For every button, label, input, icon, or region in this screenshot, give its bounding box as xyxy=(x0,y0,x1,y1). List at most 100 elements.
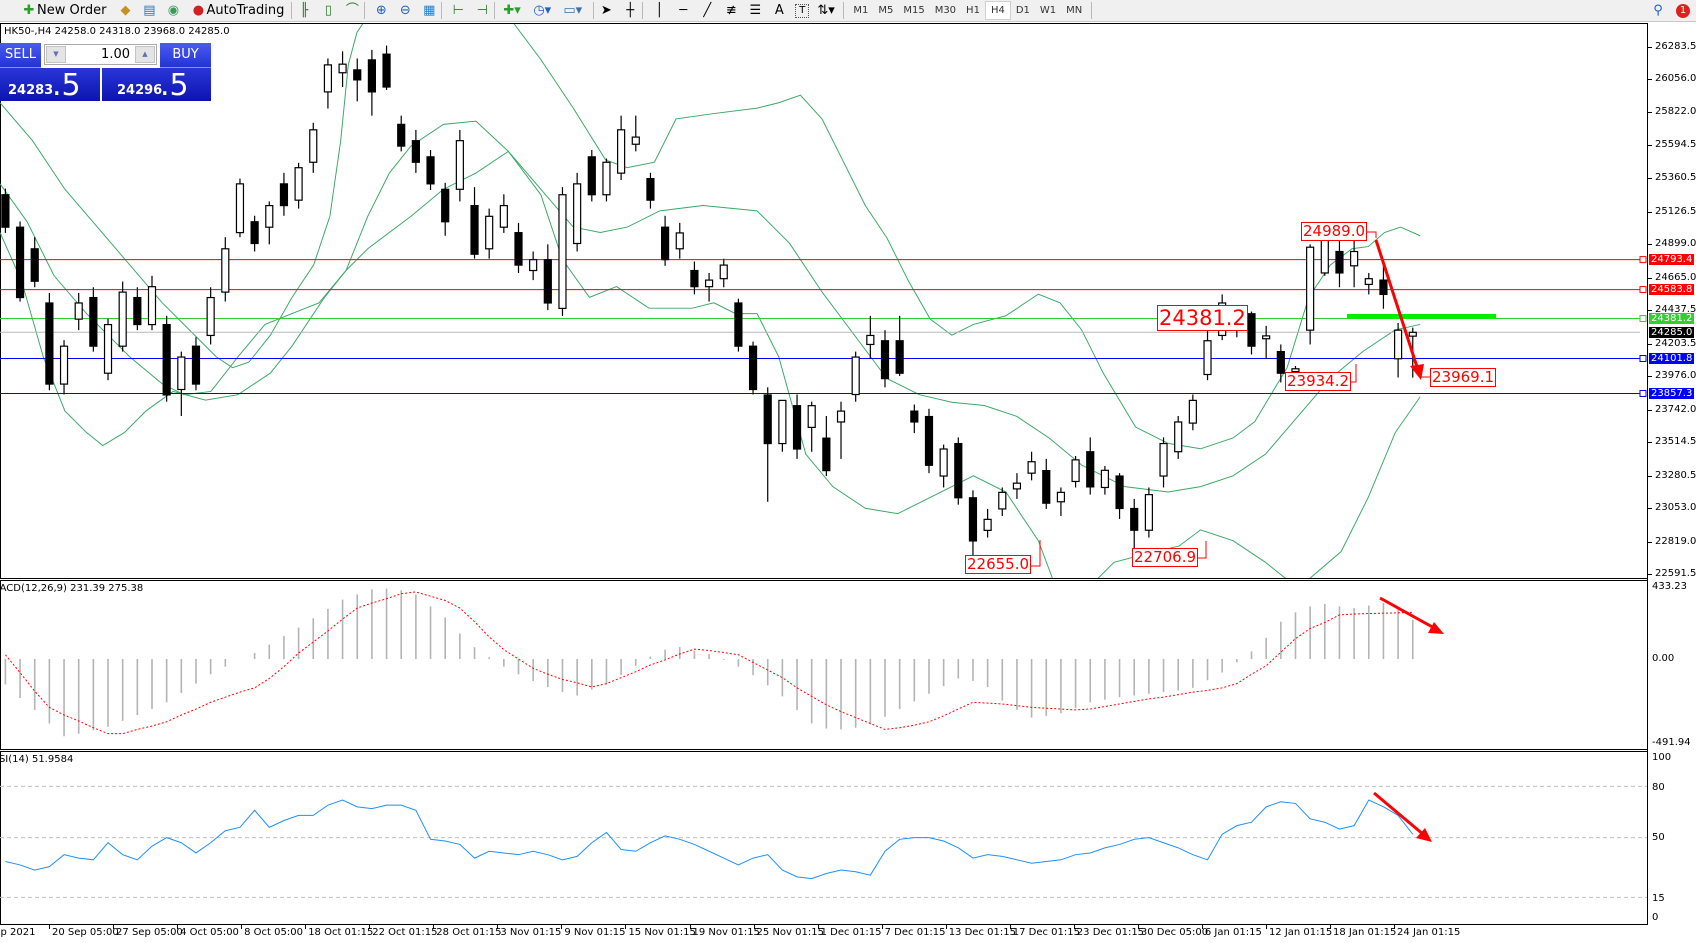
candle-bearish xyxy=(924,408,934,474)
timeframe-m5[interactable]: M5 xyxy=(878,5,894,16)
level-handle[interactable] xyxy=(1639,256,1647,264)
templates-icon[interactable]: ▭▾ xyxy=(563,2,583,18)
candle-bullish xyxy=(323,58,333,109)
candle-bullish xyxy=(265,201,274,245)
price-annotation-pivot[interactable]: 24381.2 xyxy=(1157,305,1248,331)
timeframe-d1[interactable]: D1 xyxy=(1015,5,1030,16)
periods-icon[interactable]: ◷▾ xyxy=(533,2,552,18)
rsi-chart[interactable] xyxy=(0,752,1647,924)
candle-bearish xyxy=(30,237,39,288)
signals-icon[interactable]: ◉ xyxy=(167,2,180,18)
candle-bearish xyxy=(748,341,758,395)
volume-increase-button[interactable]: ▲ xyxy=(135,46,155,63)
candle-body xyxy=(1335,250,1344,274)
candle-body xyxy=(543,259,552,304)
search-icon[interactable]: ⚲ xyxy=(1653,2,1663,18)
fibo-fan-icon[interactable]: ☰ xyxy=(749,2,762,18)
data-window-icon[interactable]: ▤ xyxy=(143,2,156,18)
chart-shift-icon[interactable]: ⊢ xyxy=(452,2,464,18)
candle-bearish xyxy=(133,287,142,331)
price-chart[interactable] xyxy=(0,24,1647,578)
candle-body xyxy=(1276,351,1285,374)
candle-bearish xyxy=(1115,473,1124,519)
price-axis-tick: 23976.0 xyxy=(1655,370,1696,382)
timeframe-m30[interactable]: M30 xyxy=(934,5,957,16)
rsi-axis-80: 80 xyxy=(1652,782,1665,793)
indicators-icon[interactable]: ✚▾ xyxy=(503,2,521,18)
timeframe-m1[interactable]: M1 xyxy=(853,5,869,16)
sell-button[interactable]: SELL xyxy=(0,43,41,68)
notification-icon[interactable]: 1 xyxy=(1676,3,1690,18)
text-icon[interactable]: A xyxy=(774,2,784,18)
new-order-button[interactable]: ✚ New Order xyxy=(18,1,109,20)
zoom-in-icon[interactable]: ⊕ xyxy=(375,2,387,18)
candle-body xyxy=(968,497,978,542)
time-axis-label: 23 Dec 01:15 xyxy=(1076,927,1145,938)
autoscroll-icon[interactable]: ⊣ xyxy=(476,2,488,18)
cursor-icon[interactable]: ➤ xyxy=(600,2,612,18)
zoom-out-icon[interactable]: ⊖ xyxy=(399,2,411,18)
volume-input[interactable]: 1.00 xyxy=(101,47,130,62)
candle-bullish xyxy=(1144,487,1153,538)
price-annotation-high[interactable]: 24989.0 xyxy=(1301,222,1368,241)
candle-bearish xyxy=(895,315,904,376)
candle-body xyxy=(74,302,83,320)
candle-bearish xyxy=(968,490,978,566)
timeframe-mn[interactable]: MN xyxy=(1066,5,1083,16)
volume-decrease-button[interactable]: ▼ xyxy=(46,46,66,63)
time-axis-label: Sep 2021 xyxy=(0,927,36,938)
price-annotation-swing-low[interactable]: 23934.2 xyxy=(1285,372,1352,391)
autotrading-button[interactable]: ● AutoTrading xyxy=(187,1,287,20)
price-axis[interactable] xyxy=(1647,23,1648,925)
buy-button[interactable]: BUY xyxy=(160,43,211,68)
candle-body xyxy=(1203,340,1212,376)
vertical-line-icon[interactable]: │ xyxy=(655,2,664,18)
text-label-icon[interactable]: T xyxy=(795,3,810,18)
candle-body xyxy=(1379,279,1388,296)
time-axis-tick xyxy=(113,925,115,929)
line-chart-icon[interactable]: ⌒ xyxy=(345,2,359,18)
level-handle[interactable] xyxy=(1639,389,1647,397)
time-axis-label: 8 Oct 05:00 xyxy=(244,927,303,938)
timeframe-h1[interactable]: H1 xyxy=(966,5,980,16)
timeframe-m15[interactable]: M15 xyxy=(903,5,925,16)
candle-bearish xyxy=(411,129,420,173)
candle-bearish xyxy=(690,261,699,295)
fibonacci-icon[interactable]: ≢ xyxy=(725,2,737,18)
price-annotation-current-low[interactable]: 23969.1 xyxy=(1430,368,1497,387)
candle-bullish xyxy=(1393,323,1403,378)
price-axis-tick-mark xyxy=(1648,277,1652,279)
candle-bearish xyxy=(353,58,362,102)
sell-price-button[interactable]: 24283 .5 xyxy=(0,68,100,103)
timeframe-w1[interactable]: W1 xyxy=(1039,5,1057,16)
candle-bearish xyxy=(514,222,523,273)
price-annotation-low-2[interactable]: 22706.9 xyxy=(1132,548,1199,567)
level-price-label: 24285.0 xyxy=(1649,326,1694,338)
price-axis-tick: 25126.5 xyxy=(1655,205,1696,217)
level-handle[interactable] xyxy=(1639,355,1647,363)
macd-chart[interactable] xyxy=(0,581,1647,749)
level-handle[interactable] xyxy=(1639,315,1647,323)
price-annotation-low-1[interactable]: 22655.0 xyxy=(965,555,1032,574)
horizontal-line-icon[interactable]: ─ xyxy=(679,2,688,18)
price-axis-tick-mark xyxy=(1648,244,1652,246)
candle-body xyxy=(367,59,376,93)
trendline-icon[interactable]: ╱ xyxy=(703,2,712,18)
timeframe-h4[interactable]: H4 xyxy=(984,1,1011,20)
time-axis-label: 3 Nov 01:15 xyxy=(500,927,562,938)
volume-stepper[interactable]: ▼ 1.00 ▲ xyxy=(44,44,157,65)
market-watch-icon[interactable]: ◆ xyxy=(120,2,131,18)
candle-body xyxy=(646,177,655,201)
candlesticks-icon[interactable]: ▯ xyxy=(324,2,332,18)
bar-chart-icon[interactable]: ╟ xyxy=(300,2,309,18)
buy-price-button[interactable]: 24296 .5 xyxy=(102,68,211,103)
crosshair-icon[interactable]: ┼ xyxy=(626,2,635,18)
candle-bearish xyxy=(660,215,670,266)
candle-body xyxy=(895,340,904,374)
arrows-icon[interactable]: ⇅▾ xyxy=(817,2,835,18)
candle-bearish xyxy=(1276,344,1285,383)
time-axis-tick xyxy=(241,925,243,929)
candle-body xyxy=(1100,469,1110,489)
tile-windows-icon[interactable]: ▦ xyxy=(423,2,436,18)
level-handle[interactable] xyxy=(1639,286,1647,294)
